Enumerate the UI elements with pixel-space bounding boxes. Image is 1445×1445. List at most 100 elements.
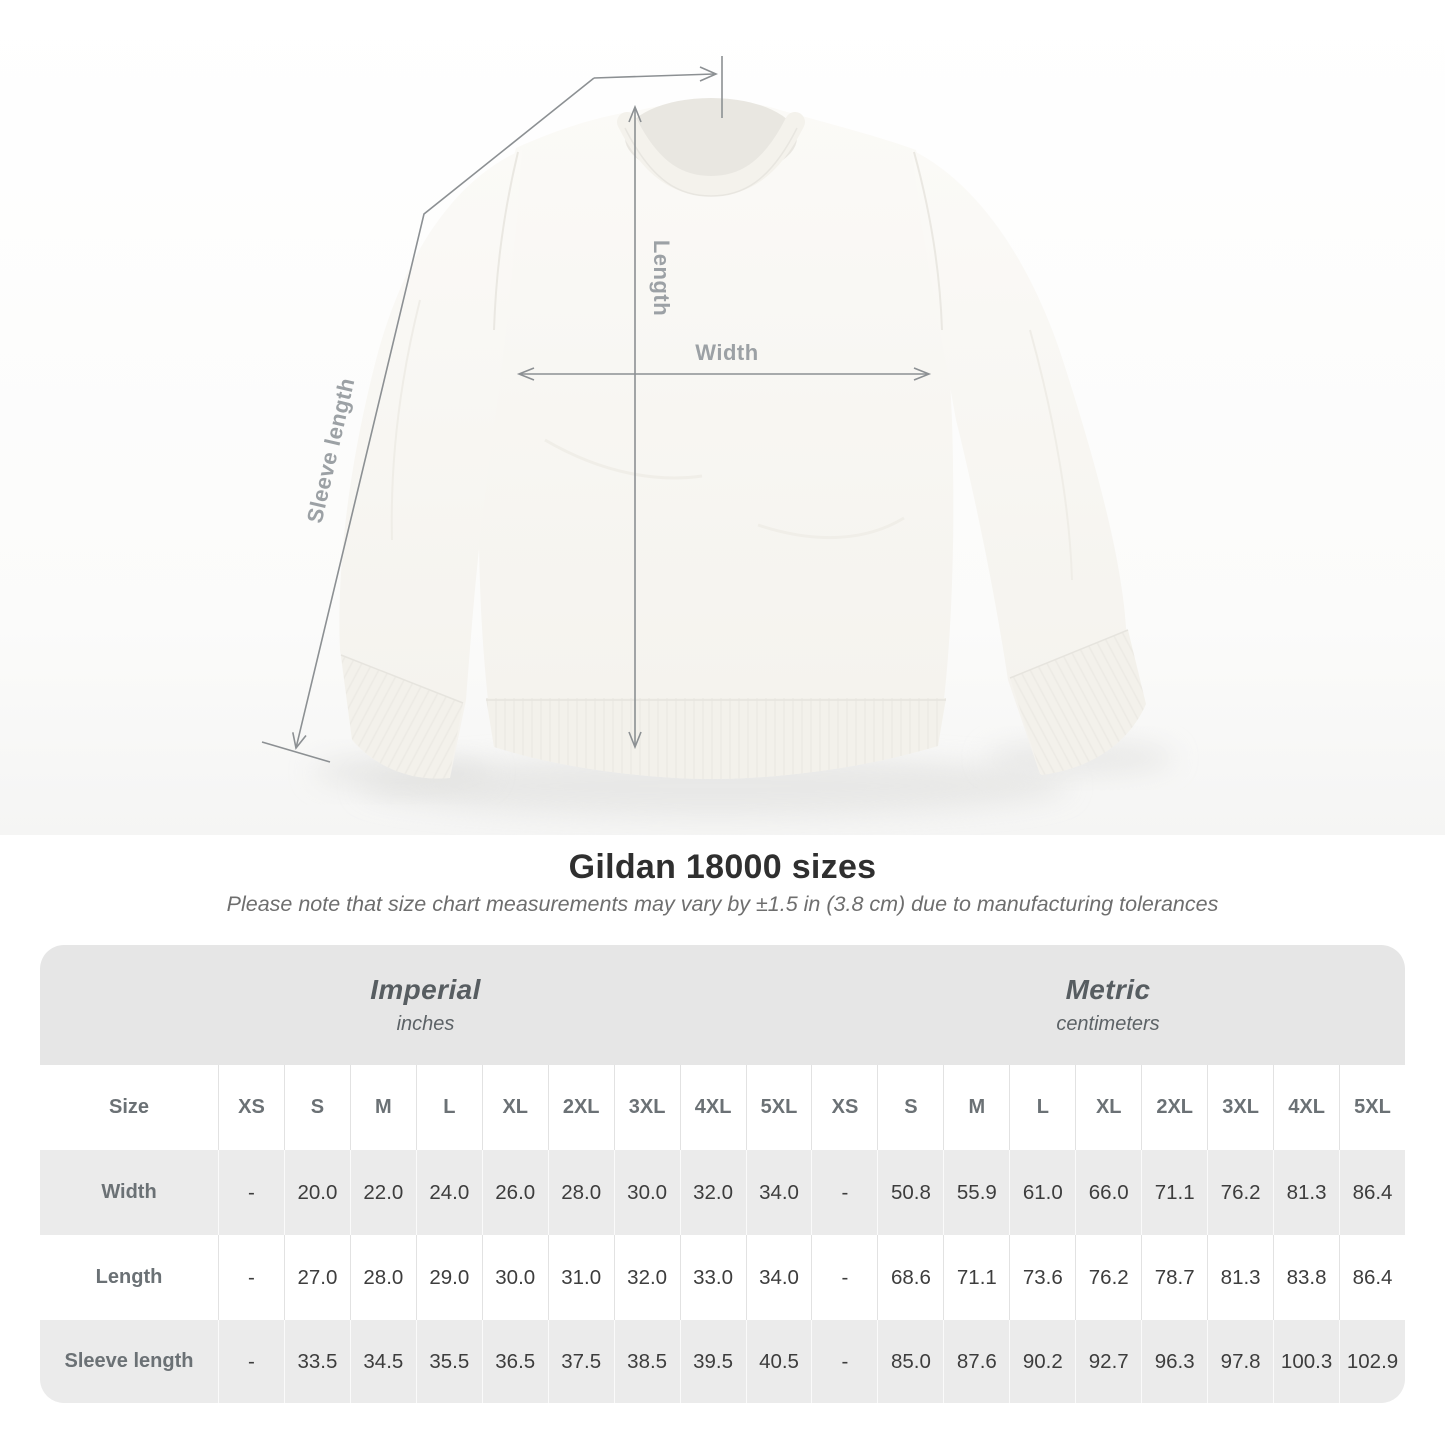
measurement-cell: 37.5: [547, 1320, 614, 1403]
size-header-metric: 5XL: [1339, 1065, 1405, 1150]
measurement-cell: 40.5: [745, 1320, 812, 1403]
measurement-cell: 71.1: [943, 1235, 1009, 1320]
measurement-cell: 20.0: [283, 1150, 350, 1235]
measurement-cell: 73.6: [1009, 1235, 1075, 1320]
measurement-cell: 81.3: [1207, 1235, 1273, 1320]
size-header-metric: 2XL: [1141, 1065, 1207, 1150]
measurement-cell: 86.4: [1339, 1150, 1405, 1235]
metric-header: Metric centimeters: [811, 945, 1405, 1065]
size-header-imperial: XS: [218, 1065, 284, 1150]
measurement-cell: 90.2: [1009, 1320, 1075, 1403]
measurement-cell: 83.8: [1273, 1235, 1339, 1320]
measurement-cell: 61.0: [1009, 1150, 1075, 1235]
sleeve-length-row: Sleeve length -33.5 34.5 35.5 36.5 37.5 38.5 3…: [40, 1320, 1405, 1403]
measurement-cell: 66.0: [1075, 1150, 1141, 1235]
size-header-imperial: 2XL: [547, 1065, 614, 1150]
size-header-metric: S: [877, 1065, 943, 1150]
measurement-cell: 97.8: [1207, 1320, 1273, 1403]
size-header-imperial: XL: [481, 1065, 548, 1150]
measurement-cell: 26.0: [481, 1150, 548, 1235]
metric-unit-label: centimeters: [1056, 1013, 1160, 1035]
measurement-cell: 85.0: [877, 1320, 943, 1403]
measurement-cell: 39.5: [679, 1320, 746, 1403]
measurement-cell: 100.3: [1273, 1320, 1339, 1403]
sweatshirt-size-diagram: Length Width Sleeve length: [0, 0, 1445, 835]
sweatshirt-illustration: [312, 98, 1175, 816]
measurement-cell: 31.0: [547, 1235, 614, 1320]
measurement-cell: 76.2: [1075, 1235, 1141, 1320]
size-header-imperial: 4XL: [679, 1065, 746, 1150]
size-header-imperial: 3XL: [613, 1065, 680, 1150]
size-header-metric: XL: [1075, 1065, 1141, 1150]
measurement-cell: 68.6: [877, 1235, 943, 1320]
chart-title: Gildan 18000 sizes: [568, 848, 877, 886]
size-header-metric: M: [943, 1065, 1009, 1150]
size-header-metric: 3XL: [1207, 1065, 1273, 1150]
measurement-cell: 29.0: [415, 1235, 482, 1320]
measurement-cell: 32.0: [613, 1235, 680, 1320]
width-row: Width -20.0 22.0 24.0 26.0 28.0 30.0 32.0 34.0-…: [40, 1150, 1405, 1235]
measurement-cell: 71.1: [1141, 1150, 1207, 1235]
size-header-imperial: L: [415, 1065, 482, 1150]
measurement-cell: 24.0: [415, 1150, 482, 1235]
size-header-row: Size XS S M L XL 2XL 3XL 4XL 5XL XS S M L XL 2XL 3XL 4XL…: [40, 1065, 1405, 1150]
measurement-cell: 76.2: [1207, 1150, 1273, 1235]
measurement-cell: 30.0: [613, 1150, 680, 1235]
measurement-cell: 22.0: [349, 1150, 416, 1235]
measurement-cell: -: [811, 1235, 877, 1320]
measurement-cell: 87.6: [943, 1320, 1009, 1403]
measurement-cell: 50.8: [877, 1150, 943, 1235]
measurement-cell: -: [218, 1150, 284, 1235]
imperial-header: Imperial inches: [40, 945, 811, 1065]
width-row-label: Width: [101, 1181, 157, 1203]
size-column-header: Size: [108, 1096, 150, 1118]
length-label: Length: [649, 240, 674, 316]
measurement-cell: 34.0: [745, 1150, 812, 1235]
measurement-cell: 28.0: [349, 1235, 416, 1320]
measurement-cell: 102.9: [1339, 1320, 1405, 1403]
width-measure-line: [516, 367, 932, 381]
measurement-cell: 86.4: [1339, 1235, 1405, 1320]
measurement-cell: 34.0: [745, 1235, 812, 1320]
measurement-cell: 81.3: [1273, 1150, 1339, 1235]
width-label: Width: [695, 340, 758, 365]
measurement-cell: 30.0: [481, 1235, 548, 1320]
measurement-cell: 35.5: [415, 1320, 482, 1403]
measurement-cell: 27.0: [283, 1235, 350, 1320]
measurement-cell: 36.5: [481, 1320, 548, 1403]
size-header-imperial: M: [349, 1065, 416, 1150]
measurement-cell: 96.3: [1141, 1320, 1207, 1403]
measurement-cell: 32.0: [679, 1150, 746, 1235]
unit-header-band: Imperial inches Metric centimeters: [40, 945, 1405, 1065]
size-header-imperial: S: [283, 1065, 350, 1150]
size-header-metric: XS: [811, 1065, 877, 1150]
imperial-unit-label: inches: [396, 1013, 455, 1035]
collar-opening: [625, 98, 797, 178]
measurement-cell: -: [218, 1320, 284, 1403]
measurement-cell: 33.0: [679, 1235, 746, 1320]
length-row-label: Length: [95, 1266, 163, 1288]
measurement-cell: 33.5: [283, 1320, 350, 1403]
measurement-cell: 55.9: [943, 1150, 1009, 1235]
measurement-cell: 78.7: [1141, 1235, 1207, 1320]
measurement-cell: -: [218, 1235, 284, 1320]
measurement-cell: 92.7: [1075, 1320, 1141, 1403]
collar-reference-line: [593, 56, 723, 118]
length-measure-line: [628, 104, 642, 750]
size-header-metric: 4XL: [1273, 1065, 1339, 1150]
measurement-cell: -: [811, 1150, 877, 1235]
measurement-cell: 34.5: [349, 1320, 416, 1403]
sleeve-length-measure-line: [261, 77, 595, 763]
measurement-cell: 28.0: [547, 1150, 614, 1235]
sleeve-length-row-label: Sleeve length: [64, 1350, 194, 1372]
size-header-imperial: 5XL: [745, 1065, 812, 1150]
size-table: Imperial inches Metric centimeters Size …: [40, 945, 1405, 1403]
tolerance-note: Please note that size chart measurements…: [226, 892, 1219, 916]
size-header-metric: L: [1009, 1065, 1075, 1150]
imperial-label: Imperial: [370, 974, 481, 1005]
metric-label: Metric: [1065, 974, 1151, 1005]
length-row: Length -27.0 28.0 29.0 30.0 31.0 32.0 33.0 34.0…: [40, 1235, 1405, 1320]
measurement-cell: 38.5: [613, 1320, 680, 1403]
measurement-cell: -: [811, 1320, 877, 1403]
